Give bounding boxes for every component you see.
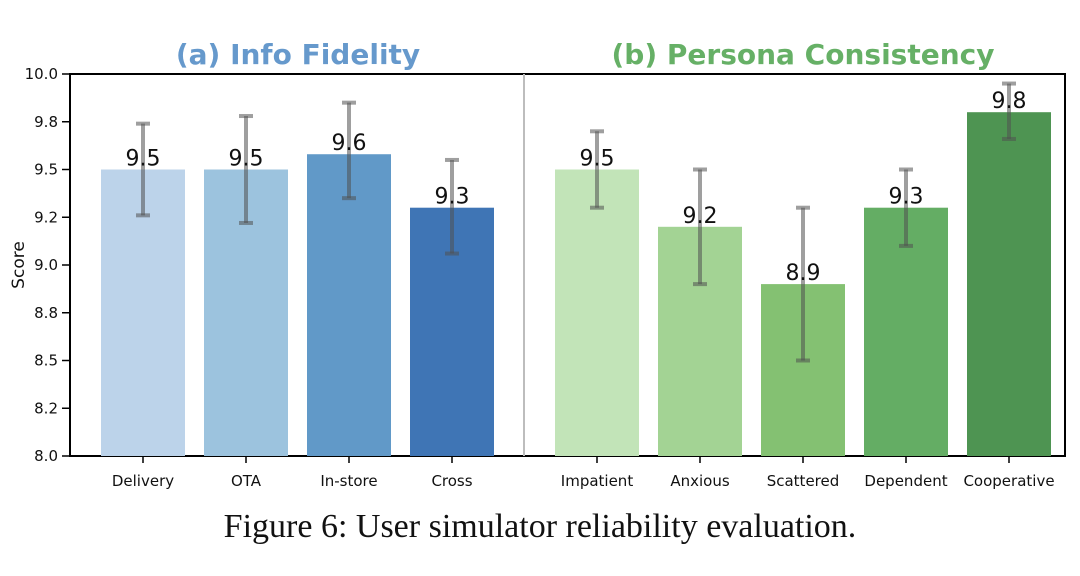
data-label: 9.5 [229,147,264,172]
x-tick-label: OTA [231,472,262,490]
data-label: 8.9 [786,261,821,286]
x-tick-label: In-store [320,472,377,490]
data-label: 9.6 [332,131,367,156]
data-label: 9.3 [889,185,924,210]
y-tick-label: 9.2 [34,208,58,226]
figure-caption: Figure 6: User simulator reliability eva… [223,508,857,545]
y-tick-label: 8.0 [34,447,58,465]
data-label: 9.2 [683,204,718,229]
data-label: 9.3 [435,185,470,210]
y-tick-label: 9.8 [34,113,58,131]
bar [864,207,948,456]
bar [307,154,391,456]
x-tick-label: Cross [431,472,472,490]
data-label: 9.8 [992,89,1027,114]
y-tick-label: 8.5 [34,352,58,370]
y-tick-label: 9.0 [34,256,58,274]
data-label: 9.5 [580,147,615,172]
y-tick-label: 10.0 [25,65,58,83]
x-tick-label: Cooperative [963,472,1054,490]
bar [967,112,1051,456]
panel-title: (b) Persona Consistency [612,38,995,71]
x-tick-label: Delivery [112,472,174,490]
y-axis-label: Score [9,241,29,289]
x-tick-label: Dependent [864,472,947,490]
y-tick-label: 9.5 [34,161,58,179]
x-tick-label: Scattered [767,472,840,490]
y-tick-label: 8.8 [34,304,58,322]
x-tick-label: Impatient [561,472,634,490]
x-tick-label: Anxious [670,472,729,490]
bar [555,169,639,456]
data-label: 9.5 [126,147,161,172]
y-tick-label: 8.2 [34,399,58,417]
panel-title: (a) Info Fidelity [176,38,420,71]
